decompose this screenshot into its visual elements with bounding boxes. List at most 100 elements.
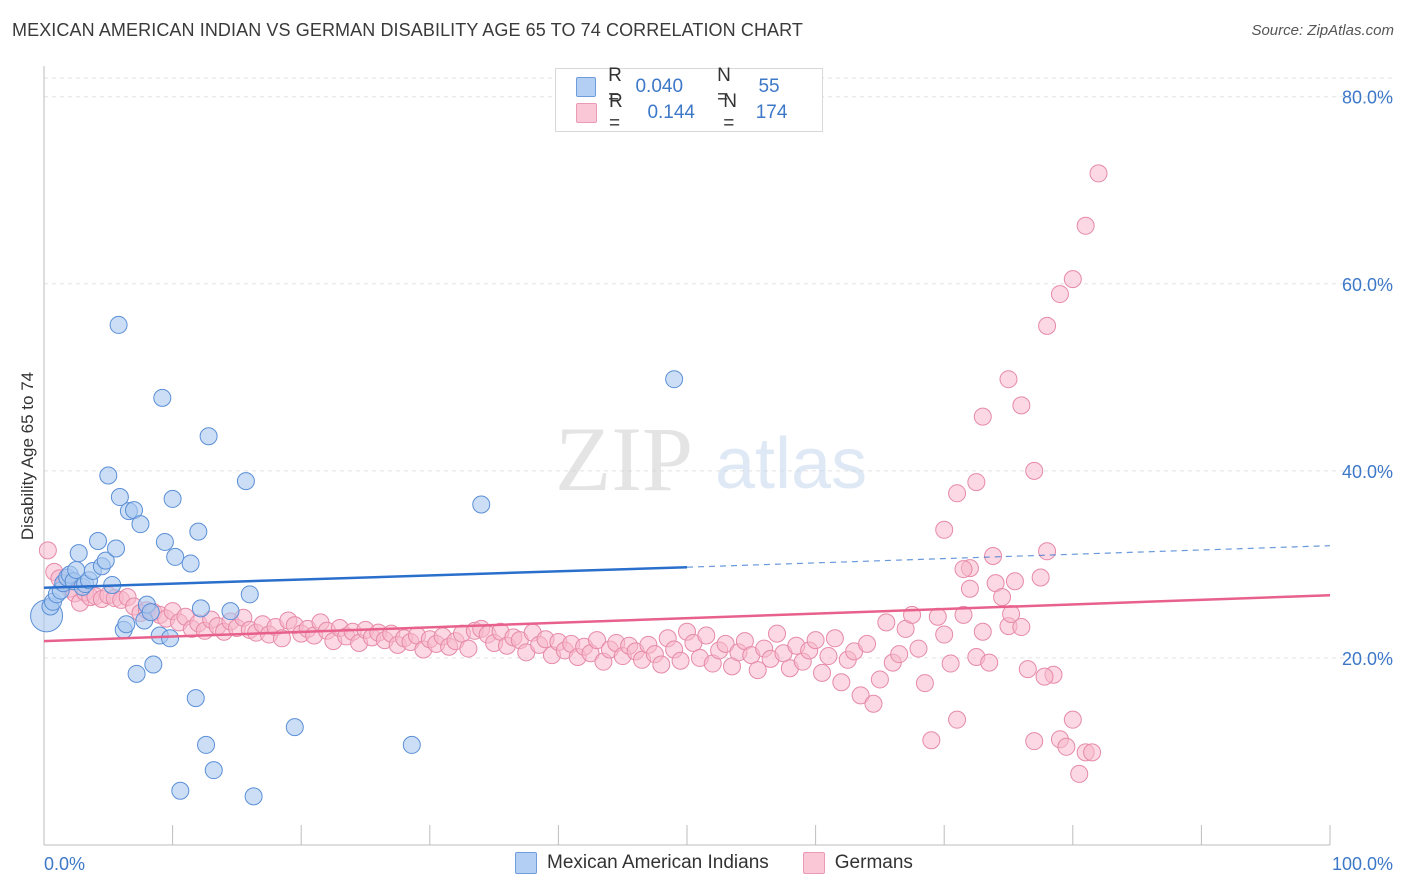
german-point [1025, 732, 1044, 751]
mexican-american-indian-point [89, 532, 108, 551]
german-point [1070, 764, 1089, 783]
german-point [38, 541, 57, 560]
german-point [1012, 396, 1031, 415]
chart-title: MEXICAN AMERICAN INDIAN VS GERMAN DISABI… [12, 20, 804, 40]
mexican-american-indian-point [155, 532, 174, 551]
mexican-american-indian-point [236, 472, 255, 491]
german-point [922, 731, 941, 750]
german-point [459, 639, 478, 658]
legend-n-value: 174 [755, 102, 788, 123]
legend-row-mexican-american-indians: R = 0.040 N = 55 [576, 65, 822, 108]
german-point [973, 622, 992, 641]
german-point [716, 634, 735, 653]
x-tick-labels: 0.0% 100.0% [44, 854, 1393, 874]
german-point [272, 629, 291, 648]
german-point [858, 634, 877, 653]
german-point [832, 673, 851, 692]
german-point [954, 605, 973, 624]
mexican-american-indian-point [131, 515, 150, 534]
mexican-american-indian-point [244, 787, 263, 806]
german-point [652, 655, 671, 674]
mexican-american-indian-point [199, 427, 218, 446]
german-point [1012, 618, 1031, 637]
german-point [967, 473, 986, 492]
x-tick-label: 100.0% [1332, 854, 1393, 874]
legend-row-germans: R = 0.144 N = 174 [576, 91, 822, 134]
mexican-american-indian-point [107, 539, 126, 558]
trend-line-mexican-american-indians [43, 565, 688, 590]
y-axis-label: Disability Age 65 to 74 [18, 372, 37, 540]
german-point [870, 670, 889, 689]
mexican-american-indian-point [189, 522, 208, 541]
german-point [1089, 164, 1108, 183]
german-point [980, 653, 999, 672]
y-tick-labels: 20.0% 40.0% 60.0% 80.0% [1342, 88, 1393, 669]
x-tick-label: 0.0% [44, 854, 85, 874]
mexican-american-indian-point [117, 615, 136, 634]
german-point [1050, 285, 1069, 304]
mexican-american-indian-point [109, 315, 128, 334]
legend-r-value: 0.144 [647, 102, 695, 123]
mexican-american-indian-point [221, 602, 240, 621]
german-point [819, 647, 838, 666]
german-point [890, 645, 909, 664]
mexican-american-indian-point [144, 655, 163, 674]
watermark: ZIP atlas [555, 408, 867, 510]
german-point [935, 625, 954, 644]
y-tick-label: 40.0% [1342, 462, 1393, 482]
german-point [697, 626, 716, 645]
german-point [993, 588, 1012, 607]
german-point [928, 607, 947, 626]
mexican-american-indian-point [166, 547, 185, 566]
german-point [960, 579, 979, 598]
mexican-american-indian-point [141, 603, 160, 622]
german-point [1057, 737, 1076, 756]
german-point [1083, 743, 1102, 762]
mexican-american-indian-point [665, 370, 684, 389]
mexican-american-indian-point [402, 735, 421, 754]
german-point [1038, 542, 1057, 561]
stats-legend: R = 0.040 N = 55 R = 0.144 N = 174 [555, 65, 823, 134]
mexican-american-indian-point [197, 735, 216, 754]
legend-n-value: 55 [758, 76, 780, 97]
german-point [813, 663, 832, 682]
german-point [671, 651, 690, 670]
german-point [748, 661, 767, 680]
mexican-american-indian-point [96, 551, 115, 570]
bottom-legend-item-mexican-american-indians: Mexican American Indians [515, 852, 769, 874]
german-point [1025, 461, 1044, 480]
german-point [1063, 270, 1082, 289]
mexican-american-indian-point [240, 585, 259, 604]
german-point [1063, 710, 1082, 729]
german-point [768, 624, 787, 643]
german-point [948, 484, 967, 503]
mexican-american-indian-point [163, 489, 182, 508]
legend-r-label: R = [608, 65, 622, 108]
german-point [851, 686, 870, 705]
watermark-atlas: atlas [715, 424, 867, 504]
bottom-legend: Mexican American Indians Germans [515, 852, 947, 874]
bottom-legend-swatch-blue [515, 852, 537, 874]
german-point [999, 370, 1018, 389]
german-point [1005, 572, 1024, 591]
mexican-american-indian-point [110, 488, 129, 507]
german-point [915, 674, 934, 693]
german-point [973, 407, 992, 426]
y-tick-label: 20.0% [1342, 649, 1393, 669]
y-tick-label: 60.0% [1342, 275, 1393, 295]
mexican-american-indian-point [472, 495, 491, 514]
mexican-american-indian-point [69, 544, 88, 563]
german-point [825, 629, 844, 648]
legend-n-label: N = [717, 65, 731, 108]
source-label: Source: ZipAtlas.com [1251, 22, 1394, 39]
german-point [954, 560, 973, 579]
german-point [948, 710, 967, 729]
mexican-american-indians-points [30, 315, 684, 806]
mexican-american-indian-point [171, 781, 190, 800]
mexican-american-indian-point [99, 466, 118, 485]
grid-lines [44, 77, 1392, 659]
y-tick-label: 80.0% [1342, 88, 1393, 108]
trend-line-extension [686, 545, 1331, 568]
german-point [1018, 660, 1037, 679]
